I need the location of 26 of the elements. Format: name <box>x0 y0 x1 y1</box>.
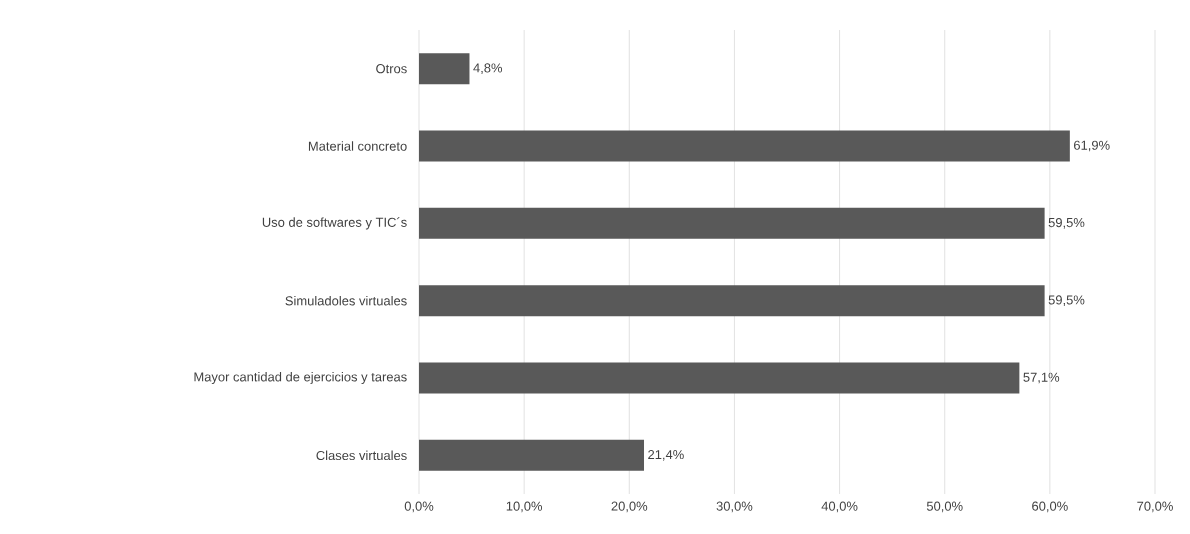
bar <box>419 207 1045 239</box>
x-tick-label: 70,0% <box>1137 501 1173 513</box>
x-tick-label: 10,0% <box>506 501 543 513</box>
data-label: 59,5% <box>1048 217 1085 229</box>
y-tick-label: Simuladoles virtuales <box>285 295 407 306</box>
bar <box>419 285 1045 317</box>
data-label: 59,5% <box>1048 295 1085 307</box>
x-tick-label: 40,0% <box>821 501 858 513</box>
data-label: 4,8% <box>473 63 503 75</box>
y-tick-label: Otros <box>376 64 407 74</box>
y-tick-label: Material concreto <box>308 141 407 151</box>
x-tick-label: 60,0% <box>1032 501 1068 513</box>
bar <box>419 362 1020 394</box>
bar <box>419 439 645 471</box>
x-tick-label: 20,0% <box>611 501 648 513</box>
x-tick-label: 0,0% <box>404 501 434 513</box>
bar <box>419 130 1070 162</box>
bar <box>419 53 470 85</box>
x-tick-label: 50,0% <box>926 501 963 513</box>
y-tick-label: Clases virtuales <box>316 450 407 461</box>
x-tick-label: 30,0% <box>716 501 753 513</box>
y-tick-label: Mayor cantidad de ejercicios y tareas <box>194 371 407 385</box>
data-label: 21,4% <box>648 449 684 461</box>
data-label: 57,1% <box>1023 372 1060 384</box>
data-label: 61,9% <box>1074 140 1110 152</box>
y-tick-label: Uso de softwares y TIC´s <box>262 217 407 230</box>
